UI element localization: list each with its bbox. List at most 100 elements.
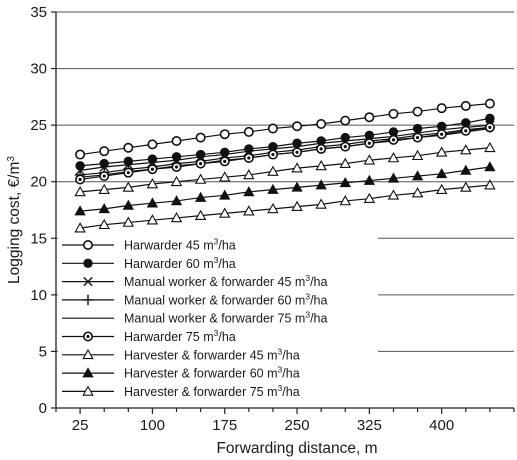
marker-open-circle bbox=[147, 139, 158, 150]
marker-open-circle bbox=[388, 108, 399, 119]
marker-dot-circle-center bbox=[150, 167, 155, 171]
legend-label: Harvester & forwarder 45 m3/ha bbox=[124, 346, 300, 362]
marker-open-circle bbox=[195, 132, 206, 143]
marker-open-triangle bbox=[194, 173, 207, 184]
marker-open-triangle bbox=[122, 216, 135, 227]
marker-open-triangle bbox=[315, 159, 327, 171]
marker-dot-circle-center bbox=[174, 165, 179, 169]
marker-filled-triangle bbox=[194, 191, 207, 202]
marker-open-circle bbox=[484, 98, 495, 109]
series-9 bbox=[74, 179, 496, 233]
series-layer bbox=[74, 98, 496, 233]
marker-dot-circle-center bbox=[464, 129, 468, 133]
series-line bbox=[80, 147, 490, 193]
legend-label-suffix: /ha bbox=[310, 293, 327, 307]
marker-open-triangle bbox=[170, 175, 183, 187]
marker-open-circle bbox=[364, 112, 375, 123]
marker-open-circle bbox=[123, 142, 134, 153]
legend-label: Harwarder 60 m3/ha bbox=[124, 255, 236, 271]
marker-open-triangle bbox=[484, 141, 496, 153]
series-6 bbox=[75, 122, 495, 185]
marker-open-triangle bbox=[146, 178, 159, 189]
marker-dot-circle-center bbox=[415, 135, 420, 140]
marker-open-triangle bbox=[387, 152, 400, 163]
marker-open-circle bbox=[243, 126, 254, 137]
legend-label-superscript: 3 bbox=[278, 383, 283, 393]
marker-x bbox=[83, 276, 93, 287]
legend-entry-9: Harvester & forwarder 75 m3/ha bbox=[62, 383, 300, 399]
legend-label-main: Harvester & forwarder 45 m bbox=[124, 348, 278, 362]
marker-open-triangle bbox=[363, 154, 376, 165]
legend-label-main: Harvester & forwarder 75 m bbox=[124, 385, 278, 399]
marker-open-triangle bbox=[82, 348, 94, 360]
legend-label: Manual worker & forwarder 75 m3/ha bbox=[124, 310, 327, 326]
legend-label-suffix: /ha bbox=[282, 367, 299, 381]
marker-open-triangle bbox=[460, 181, 472, 192]
series-3 bbox=[75, 120, 495, 176]
marker-dot-circle-center bbox=[78, 177, 82, 182]
legend-label-superscript: 3 bbox=[305, 291, 310, 301]
legend-label-suffix: /ha bbox=[310, 312, 327, 326]
legend-label-superscript: 3 bbox=[214, 328, 219, 338]
marker-x bbox=[99, 162, 109, 172]
marker-filled-triangle bbox=[339, 177, 351, 188]
x-tick-label: 100 bbox=[140, 417, 165, 434]
legend-entry-3: Manual worker & forwarder 45 m3/ha bbox=[62, 273, 327, 289]
marker-open-triangle bbox=[122, 181, 135, 192]
legend-label: Harwarder 75 m3/ha bbox=[124, 328, 236, 344]
marker-open-circle bbox=[83, 240, 94, 251]
legend-label-main: Manual worker & forwarder 60 m bbox=[124, 293, 305, 307]
marker-filled-triangle bbox=[411, 170, 424, 181]
marker-filled-triangle bbox=[243, 186, 255, 197]
legend-label-superscript: 3 bbox=[214, 255, 219, 265]
legend-label-main: Harwarder 60 m bbox=[124, 257, 214, 271]
marker-open-triangle bbox=[291, 162, 303, 173]
legend-entry-1: Harwarder 45 m3/ha bbox=[62, 237, 236, 253]
marker-dot-circle-center bbox=[488, 125, 492, 130]
legend-label-superscript: 3 bbox=[278, 365, 283, 375]
marker-open-triangle bbox=[460, 144, 472, 155]
marker-open-triangle bbox=[267, 202, 279, 214]
legend-label-superscript: 3 bbox=[305, 310, 310, 320]
x-tick-label: 325 bbox=[357, 417, 382, 434]
marker-filled-triangle bbox=[460, 164, 472, 175]
marker-open-triangle bbox=[315, 198, 327, 209]
legend-entry-4: Manual worker & forwarder 60 m3/ha bbox=[62, 291, 327, 307]
legend-entry-2: Harwarder 60 m3/ha bbox=[62, 255, 236, 271]
marker-open-circle bbox=[292, 121, 303, 132]
legend-label: Manual worker & forwarder 45 m3/ha bbox=[124, 273, 327, 289]
marker-filled-circle bbox=[83, 258, 93, 268]
marker-open-triangle bbox=[98, 183, 110, 194]
y-axis-label-text: Logging cost, €/m bbox=[6, 162, 23, 284]
x-tick-label: 175 bbox=[212, 417, 237, 434]
x-tick-label: 400 bbox=[429, 417, 454, 434]
marker-dot-circle-center bbox=[102, 174, 106, 178]
marker-open-circle bbox=[99, 146, 110, 157]
legend-label-main: Harwarder 45 m bbox=[124, 239, 214, 253]
marker-dot-circle-center bbox=[391, 138, 396, 142]
marker-open-triangle bbox=[291, 200, 303, 211]
y-tick-label: 5 bbox=[39, 343, 47, 360]
series-line bbox=[80, 126, 490, 176]
legend-label-superscript: 3 bbox=[305, 273, 310, 283]
marker-filled-triangle bbox=[291, 181, 303, 192]
marker-dot-circle-center bbox=[247, 156, 251, 160]
series-line bbox=[80, 126, 490, 181]
legend-label-suffix: /ha bbox=[218, 239, 235, 253]
marker-open-triangle bbox=[435, 183, 448, 194]
marker-open-triangle bbox=[411, 187, 424, 198]
y-tick-label: 20 bbox=[30, 174, 47, 191]
marker-filled-triangle bbox=[436, 167, 448, 179]
marker-open-triangle bbox=[484, 179, 496, 190]
marker-open-circle bbox=[75, 149, 86, 160]
marker-open-triangle bbox=[219, 171, 231, 182]
x-axis-label: Forwarding distance, m bbox=[216, 440, 377, 457]
marker-open-triangle bbox=[194, 209, 207, 221]
marker-open-circle bbox=[340, 115, 351, 126]
legend-label: Harwarder 45 m3/ha bbox=[124, 237, 236, 253]
legend-label: Manual worker & forwarder 60 m3/ha bbox=[124, 291, 327, 307]
marker-open-circle bbox=[412, 106, 423, 117]
marker-open-triangle bbox=[170, 211, 183, 223]
